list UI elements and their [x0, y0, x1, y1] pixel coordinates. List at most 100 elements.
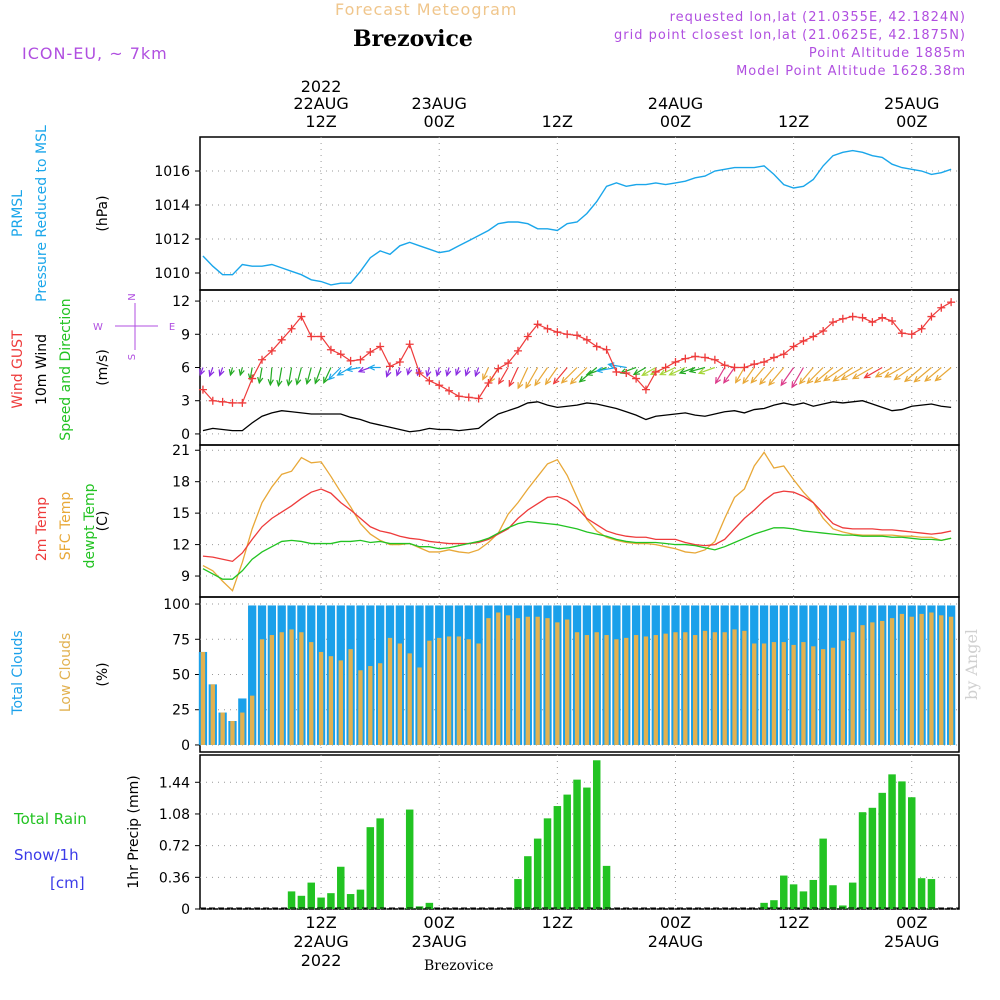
wind-arrow-head — [768, 379, 775, 387]
low-clouds-bar — [446, 636, 452, 745]
pressure-label-msl: Pressure Reduced to MSL — [34, 125, 50, 302]
wind-gust-marker — [878, 313, 887, 322]
wind-arrow-head — [489, 376, 496, 384]
wind-gust-marker — [445, 386, 454, 395]
rain-bar — [760, 902, 768, 909]
rain-bar — [602, 865, 611, 909]
top-axis-hour: 12Z — [542, 112, 573, 131]
wind-direction-arrow — [358, 366, 371, 373]
low-clouds-bar — [584, 635, 590, 745]
wind-arrow-head — [199, 368, 206, 377]
wind-direction-arrow — [698, 366, 716, 374]
wind-gust-marker — [701, 353, 710, 362]
low-clouds-bar — [850, 632, 855, 745]
wind-arrow-head — [218, 369, 225, 377]
low-clouds-bar — [328, 656, 334, 745]
total-clouds-label: Total Clouds — [10, 630, 26, 715]
low-clouds-bar — [732, 629, 737, 745]
rain-bar — [868, 807, 877, 909]
wind-gust-marker — [848, 312, 857, 321]
pressure-label-prmsl: PRMSL — [10, 190, 26, 237]
panel-frame-temperature — [199, 444, 960, 598]
wind-arrow-head — [357, 366, 366, 373]
wind-direction-arrow — [258, 367, 263, 383]
wind-gust-marker — [789, 342, 798, 351]
wind-10m-line — [202, 400, 952, 433]
wind-gust-marker — [425, 376, 434, 385]
temp-dewpt-line — [202, 520, 952, 580]
low-clouds-bar — [230, 721, 235, 745]
wind-direction-arrow — [852, 366, 873, 380]
rain-bar — [819, 838, 827, 909]
bottom-axis-hour: 00Z — [424, 913, 455, 932]
wind-direction-arrow — [641, 366, 657, 376]
rain-bar — [327, 893, 335, 909]
wind-gust-marker — [238, 398, 247, 407]
wind-direction-arrow — [750, 367, 765, 384]
low-clouds-bar — [643, 636, 649, 745]
wind-arrow-head — [851, 373, 860, 380]
wind-gust-marker — [769, 353, 778, 362]
y-axis-unit: (C) — [95, 511, 111, 532]
y-tick-label: 0 — [181, 738, 190, 754]
wind-arrow-head — [823, 375, 831, 382]
wind-gust-marker — [612, 367, 621, 376]
low-clouds-bar — [397, 643, 403, 745]
low-clouds-bar — [633, 635, 639, 745]
wind-direction-arrow — [833, 367, 854, 382]
wind-gust-marker — [277, 335, 286, 344]
low-clouds-bar — [437, 637, 442, 745]
compass-w: W — [93, 322, 103, 333]
wind-arrow-head — [742, 377, 749, 385]
snow-unit-label: [cm] — [50, 874, 85, 892]
rain-bar — [839, 905, 847, 909]
y-tick-label: 3 — [181, 394, 190, 410]
temp-sfc-line — [202, 451, 952, 592]
wind-gust-marker — [523, 332, 532, 341]
wind-direction-arrow — [904, 367, 922, 382]
wind-direction-arrow — [807, 367, 824, 384]
wind-direction-arrow — [791, 367, 804, 388]
low-clouds-bar — [830, 647, 836, 745]
wind-arrow-head — [406, 368, 413, 376]
y-tick-label: 25 — [172, 703, 190, 719]
rain-bar — [888, 774, 896, 909]
wind-direction-arrow — [884, 366, 903, 378]
wind-arrow-head — [578, 376, 586, 383]
wind-arrow-head — [464, 369, 471, 377]
wind-direction-arrow — [935, 367, 952, 382]
y-tick-label: 1.44 — [159, 775, 190, 791]
wind-gust-marker — [356, 355, 365, 364]
wind-gust-marker — [720, 361, 729, 370]
y-tick-label: 50 — [172, 668, 190, 684]
wind-arrow-head — [595, 366, 603, 374]
wind-arrow-head — [482, 373, 488, 381]
wind-direction-arrow — [346, 366, 361, 371]
wind-gust-marker — [947, 298, 956, 307]
low-clouds-bar — [309, 642, 314, 745]
low-clouds-bar — [496, 612, 501, 745]
wind-arrow-head — [874, 371, 882, 378]
y-tick-label: 1016 — [154, 164, 190, 180]
wind-direction-arrow — [799, 367, 814, 384]
wind-direction-arrow — [269, 367, 273, 385]
rain-bar — [524, 856, 532, 909]
rain-bar — [533, 838, 542, 909]
y-tick-label: 6 — [181, 361, 190, 377]
wind-arrow-head — [327, 373, 335, 381]
temp-2m-label: 2m Temp — [34, 497, 50, 561]
wind-direction-arrow — [841, 366, 863, 381]
wind-gust-marker — [868, 318, 877, 327]
wind-gust-marker — [937, 303, 946, 312]
y-tick-label: 75 — [172, 632, 190, 648]
wind-direction-arrow — [436, 367, 440, 376]
wind-gust-marker — [307, 332, 316, 341]
rain-bar — [337, 866, 345, 909]
wind-arrow-head — [832, 375, 840, 382]
wind-arrow-head — [395, 369, 402, 377]
wind-gust-marker — [553, 328, 562, 337]
wind-gust-marker — [464, 393, 473, 402]
low-clouds-bar — [505, 615, 511, 745]
wind-arrow-head — [336, 369, 344, 376]
wind-direction-arrow — [735, 367, 745, 383]
